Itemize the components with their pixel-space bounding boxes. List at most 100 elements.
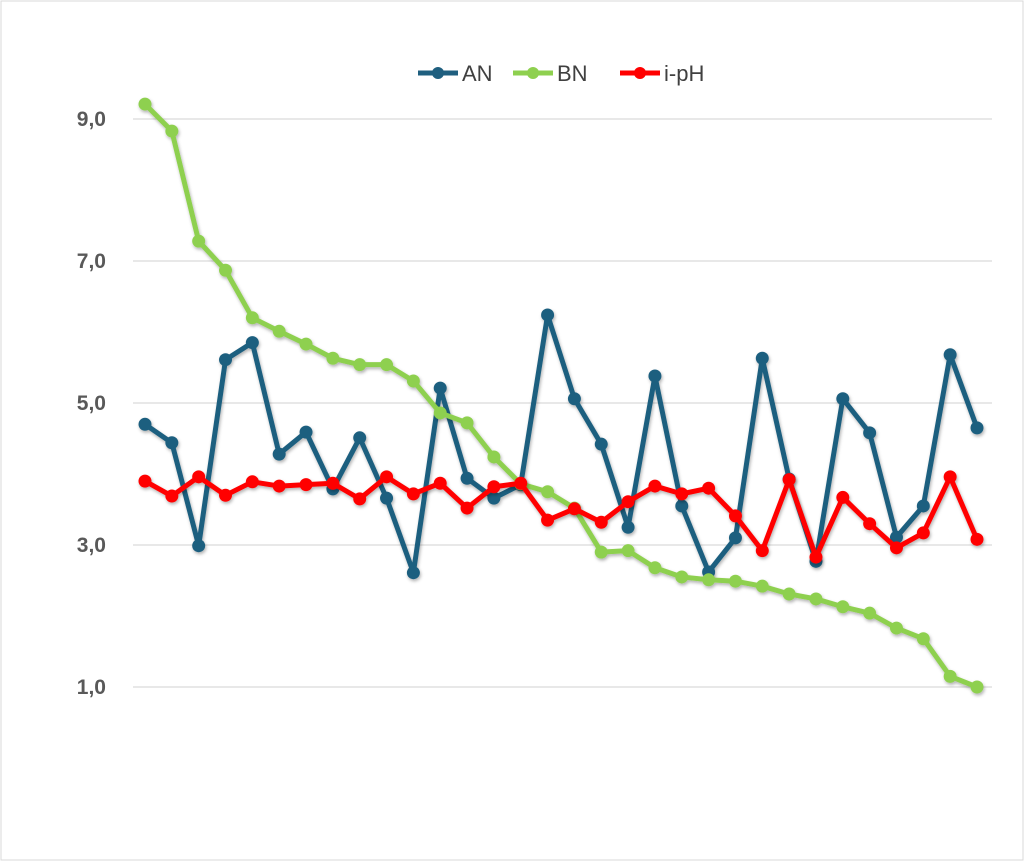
data-point-bn [943,669,957,683]
data-point-bn [487,450,501,464]
data-point-bn [648,561,662,575]
data-point-iph [460,501,474,515]
data-point-bn [460,416,474,430]
legend-item-bn: BN [513,61,588,86]
data-point-iph [165,489,179,503]
data-point-iph [863,517,877,531]
data-point-an [245,336,259,350]
legend-label-an: AN [462,61,493,86]
data-point-iph [272,479,286,493]
data-point-bn [272,324,286,338]
data-point-an [433,381,447,395]
data-point-iph [567,502,581,516]
data-point-an [621,520,635,534]
data-point-bn [836,600,850,614]
data-point-bn [863,606,877,620]
data-point-iph [836,490,850,504]
data-point-an [889,530,903,544]
data-point-an [970,421,984,435]
y-tick-label: 9,0 [77,108,106,131]
data-point-iph [621,495,635,509]
data-point-iph [755,544,769,558]
data-point-an [648,369,662,383]
data-point-an [836,392,850,406]
data-point-bn [165,124,179,138]
data-point-an [728,531,742,545]
data-point-bn [970,680,984,694]
data-point-iph [380,470,394,484]
legend-marker-iph [634,67,646,79]
data-point-iph [219,488,233,502]
data-point-an [755,351,769,365]
data-point-iph [514,476,528,490]
data-point-an [487,491,501,505]
data-point-iph [245,475,259,489]
data-point-an [943,348,957,362]
data-point-iph [299,478,313,492]
data-point-an [675,499,689,513]
legend-marker-an [432,67,444,79]
data-point-iph [138,474,152,488]
data-point-bn [299,337,313,351]
legend-item-iph: i-pH [620,61,704,86]
data-point-iph [648,479,662,493]
data-point-bn [809,592,823,606]
data-point-an [219,353,233,367]
gridlines [133,118,992,688]
data-point-an [541,308,555,322]
data-point-bn [782,587,796,601]
y-axis-ticks: 9,0 7,0 5,0 3,0 1,0 [77,108,106,699]
legend-label-bn: BN [557,61,588,86]
data-point-bn [702,573,716,587]
legend: AN BN i-pH [418,61,704,86]
data-point-an [272,447,286,461]
data-point-bn [433,406,447,420]
series-bn [138,97,984,694]
data-point-bn [675,570,689,584]
data-point-bn [192,234,206,248]
y-tick-label: 3,0 [77,534,106,557]
data-point-iph [675,487,689,501]
data-point-iph [353,492,367,506]
data-point-bn [541,485,555,499]
data-point-an [165,436,179,450]
data-point-iph [943,470,957,484]
data-point-iph [487,480,501,494]
data-point-iph [433,476,447,490]
data-point-iph [192,470,206,484]
data-point-iph [406,487,420,501]
data-point-an [460,471,474,485]
data-point-iph [782,473,796,487]
legend-item-an: AN [418,61,493,86]
data-point-an [594,437,608,451]
legend-label-iph: i-pH [664,61,704,86]
data-point-iph [594,515,608,529]
data-point-iph [702,481,716,495]
data-point-bn [621,544,635,558]
data-point-iph [326,476,340,490]
data-point-bn [353,358,367,372]
data-point-an [380,491,394,505]
data-point-bn [406,374,420,388]
data-point-an [567,392,581,406]
series-group [138,97,984,694]
data-point-bn [138,97,152,111]
data-point-bn [380,358,394,372]
data-point-iph [889,541,903,555]
data-point-an [406,566,420,580]
data-point-an [353,431,367,445]
data-point-iph [970,532,984,546]
data-point-iph [728,509,742,523]
data-point-bn [245,311,259,325]
data-point-iph [809,550,823,564]
y-tick-label: 5,0 [77,392,106,415]
data-point-bn [219,263,233,277]
data-point-bn [594,545,608,559]
data-point-bn [889,621,903,635]
data-point-bn [916,632,930,646]
data-point-an [299,425,313,439]
y-tick-label: 1,0 [77,676,106,699]
data-point-bn [755,579,769,593]
